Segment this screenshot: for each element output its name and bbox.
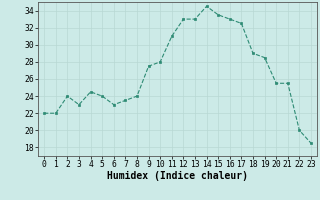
X-axis label: Humidex (Indice chaleur): Humidex (Indice chaleur) (107, 171, 248, 181)
